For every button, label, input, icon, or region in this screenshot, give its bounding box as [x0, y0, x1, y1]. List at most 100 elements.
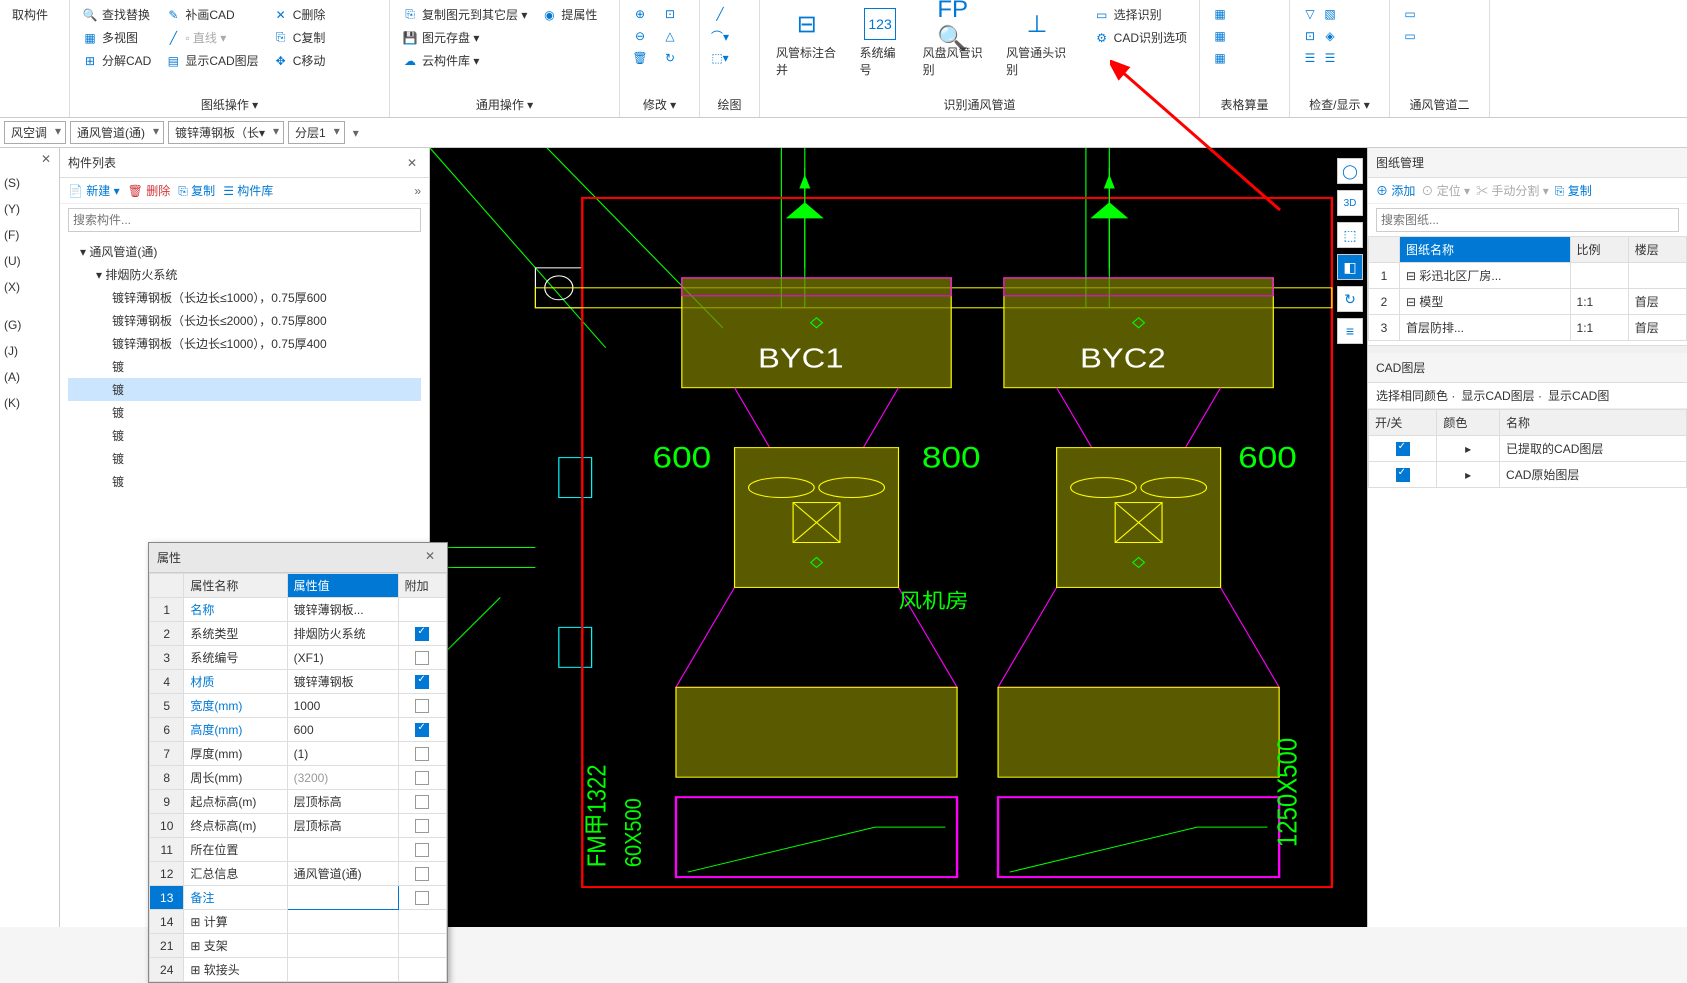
filter-material[interactable]: 镀锌薄钢板（长▾: [168, 121, 284, 144]
left-sidebar-item[interactable]: (J): [0, 338, 59, 364]
view-btn[interactable]: ↻: [1337, 286, 1363, 312]
checkbox[interactable]: [1396, 468, 1410, 482]
fan-duct-recognize[interactable]: FP🔍风盘风管识别: [915, 4, 993, 82]
checkbox[interactable]: [415, 651, 429, 665]
find-replace[interactable]: 🔍查找替换: [78, 4, 155, 25]
prop-row[interactable]: 24⊞ 软接头: [150, 958, 447, 982]
modify-item[interactable]: △: [658, 26, 682, 46]
modify-item[interactable]: ⊡: [658, 4, 682, 24]
left-sidebar-item[interactable]: (G): [0, 312, 59, 338]
tree-item[interactable]: 镀: [68, 424, 421, 447]
c-copy[interactable]: ⎘C复制: [269, 27, 330, 48]
lib-button[interactable]: ☰ 构件库: [223, 182, 273, 199]
checkbox[interactable]: [415, 747, 429, 761]
checkbox[interactable]: [1396, 442, 1410, 456]
tree-item[interactable]: 镀: [68, 470, 421, 493]
check-item[interactable]: ⊡◈: [1298, 26, 1342, 46]
dwg-row[interactable]: 1⊟ 彩迅北区厂房...: [1369, 263, 1687, 289]
dwg-header[interactable]: [1369, 237, 1400, 263]
tree-item[interactable]: ▾ 排烟防火系统: [68, 263, 421, 286]
prop-row[interactable]: 7厚度(mm)(1): [150, 742, 447, 766]
multi-view[interactable]: ▦多视图: [78, 27, 155, 48]
dwg-header[interactable]: 图纸名称: [1399, 237, 1570, 263]
select-recognize[interactable]: ▭选择识别: [1090, 4, 1191, 25]
view-btn[interactable]: ◧: [1337, 254, 1363, 280]
left-sidebar-item[interactable]: (A): [0, 364, 59, 390]
close-icon[interactable]: ✕: [421, 549, 439, 566]
tree-item[interactable]: 镀: [68, 401, 421, 424]
copy-to-layer[interactable]: ⎘复制图元到其它层 ▾: [398, 4, 531, 25]
c-delete[interactable]: ✕C删除: [269, 4, 330, 25]
cloud-lib[interactable]: ☁云构件库 ▾: [398, 50, 531, 71]
tree-item[interactable]: ▾ 通风管道(通): [68, 240, 421, 263]
dwg-header[interactable]: 楼层: [1628, 237, 1686, 263]
canvas[interactable]: BYC1 BYC2 600 800 600 风机房 1250X500 FM甲13…: [430, 148, 1367, 927]
filter-floor[interactable]: 分层1: [288, 121, 345, 144]
left-sidebar-item[interactable]: (S): [0, 170, 59, 196]
close-icon[interactable]: ✕: [37, 152, 55, 166]
dwg-row[interactable]: 2⊟ 模型1:1首层: [1369, 289, 1687, 315]
left-sidebar-item[interactable]: (K): [0, 390, 59, 416]
modify-item[interactable]: ⊖: [628, 26, 652, 46]
check-item[interactable]: ☰☰: [1298, 48, 1342, 68]
prop-header[interactable]: 属性值: [287, 574, 398, 598]
duct2-item[interactable]: ▭: [1398, 4, 1422, 24]
checkbox[interactable]: [415, 891, 429, 905]
layer-row[interactable]: ▸已提取的CAD图层: [1369, 436, 1687, 462]
modify-item[interactable]: 🗑: [628, 48, 652, 68]
checkbox[interactable]: [415, 819, 429, 833]
duct2-item[interactable]: ▭: [1398, 26, 1422, 46]
view-btn[interactable]: ≡: [1337, 318, 1363, 344]
c-move[interactable]: ✥C移动: [269, 50, 330, 71]
prop-row[interactable]: 4材质镀锌薄钢板: [150, 670, 447, 694]
prop-row[interactable]: 9起点标高(m)层顶标高: [150, 790, 447, 814]
checkbox[interactable]: [415, 723, 429, 737]
left-sidebar-item[interactable]: [0, 300, 59, 312]
draw-item[interactable]: ⬚▾: [708, 48, 732, 68]
filter-type[interactable]: 通风管道(通): [70, 121, 164, 144]
show-cad-layer-btn[interactable]: 显示CAD图层 ·: [1461, 387, 1542, 404]
checkbox[interactable]: [415, 867, 429, 881]
show-cad-layer[interactable]: ▤显示CAD图层: [161, 50, 262, 71]
prop-row[interactable]: 1名称镀锌薄钢板...: [150, 598, 447, 622]
save-element[interactable]: 💾图元存盘 ▾: [398, 27, 531, 48]
locate-button[interactable]: ⊙ 定位 ▾: [1421, 182, 1470, 199]
prop-row[interactable]: 14⊞ 计算: [150, 910, 447, 934]
drawing-search-input[interactable]: [1376, 208, 1679, 232]
filter-category[interactable]: 风空调: [4, 121, 66, 144]
tree-item[interactable]: 镀锌薄钢板（长边长≤1000），0.75厚600: [68, 286, 421, 309]
search-input[interactable]: [68, 208, 421, 232]
copy-button[interactable]: ⎘ 复制: [1555, 182, 1592, 199]
dwg-row[interactable]: 3 首层防排...1:1首层: [1369, 315, 1687, 341]
dwg-header[interactable]: 比例: [1570, 237, 1628, 263]
duct-label-merge[interactable]: ⊟风管标注合并: [768, 4, 846, 82]
same-color-btn[interactable]: 选择相同颜色 ·: [1376, 387, 1455, 404]
left-sidebar-item[interactable]: (X): [0, 274, 59, 300]
draw-item[interactable]: ╱: [708, 4, 732, 24]
table-calc-item[interactable]: ▦: [1208, 48, 1232, 68]
table-calc-item[interactable]: ▦: [1208, 4, 1232, 24]
prop-header[interactable]: 附加: [398, 574, 446, 598]
new-button[interactable]: 📄 新建 ▾: [68, 182, 120, 199]
cad-recognize-option[interactable]: ⚙CAD识别选项: [1090, 27, 1191, 48]
prop-row[interactable]: 13备注: [150, 886, 447, 910]
view-btn[interactable]: ⬚: [1337, 222, 1363, 248]
layer-row[interactable]: ▸CAD原始图层: [1369, 462, 1687, 488]
line-tool[interactable]: ╱▫ 直线 ▾: [161, 27, 262, 48]
close-icon[interactable]: ✕: [403, 156, 421, 170]
system-number[interactable]: 123系统编号: [852, 4, 909, 82]
checkbox[interactable]: [415, 771, 429, 785]
prop-row[interactable]: 6高度(mm)600: [150, 718, 447, 742]
modify-item[interactable]: ⊕: [628, 4, 652, 24]
ribbon-item[interactable]: 取构件: [8, 4, 52, 25]
extract-prop[interactable]: ◉提属性: [537, 4, 601, 25]
checkbox[interactable]: [415, 699, 429, 713]
left-sidebar-item[interactable]: (U): [0, 248, 59, 274]
draw-item[interactable]: ⌒▾: [708, 26, 732, 46]
checkbox[interactable]: [415, 843, 429, 857]
tree-item[interactable]: 镀: [68, 355, 421, 378]
split-button[interactable]: ✂ 手动分割 ▾: [1476, 182, 1549, 199]
tree-item[interactable]: 镀: [68, 447, 421, 470]
checkbox[interactable]: [415, 627, 429, 641]
table-calc-item[interactable]: ▦: [1208, 26, 1232, 46]
